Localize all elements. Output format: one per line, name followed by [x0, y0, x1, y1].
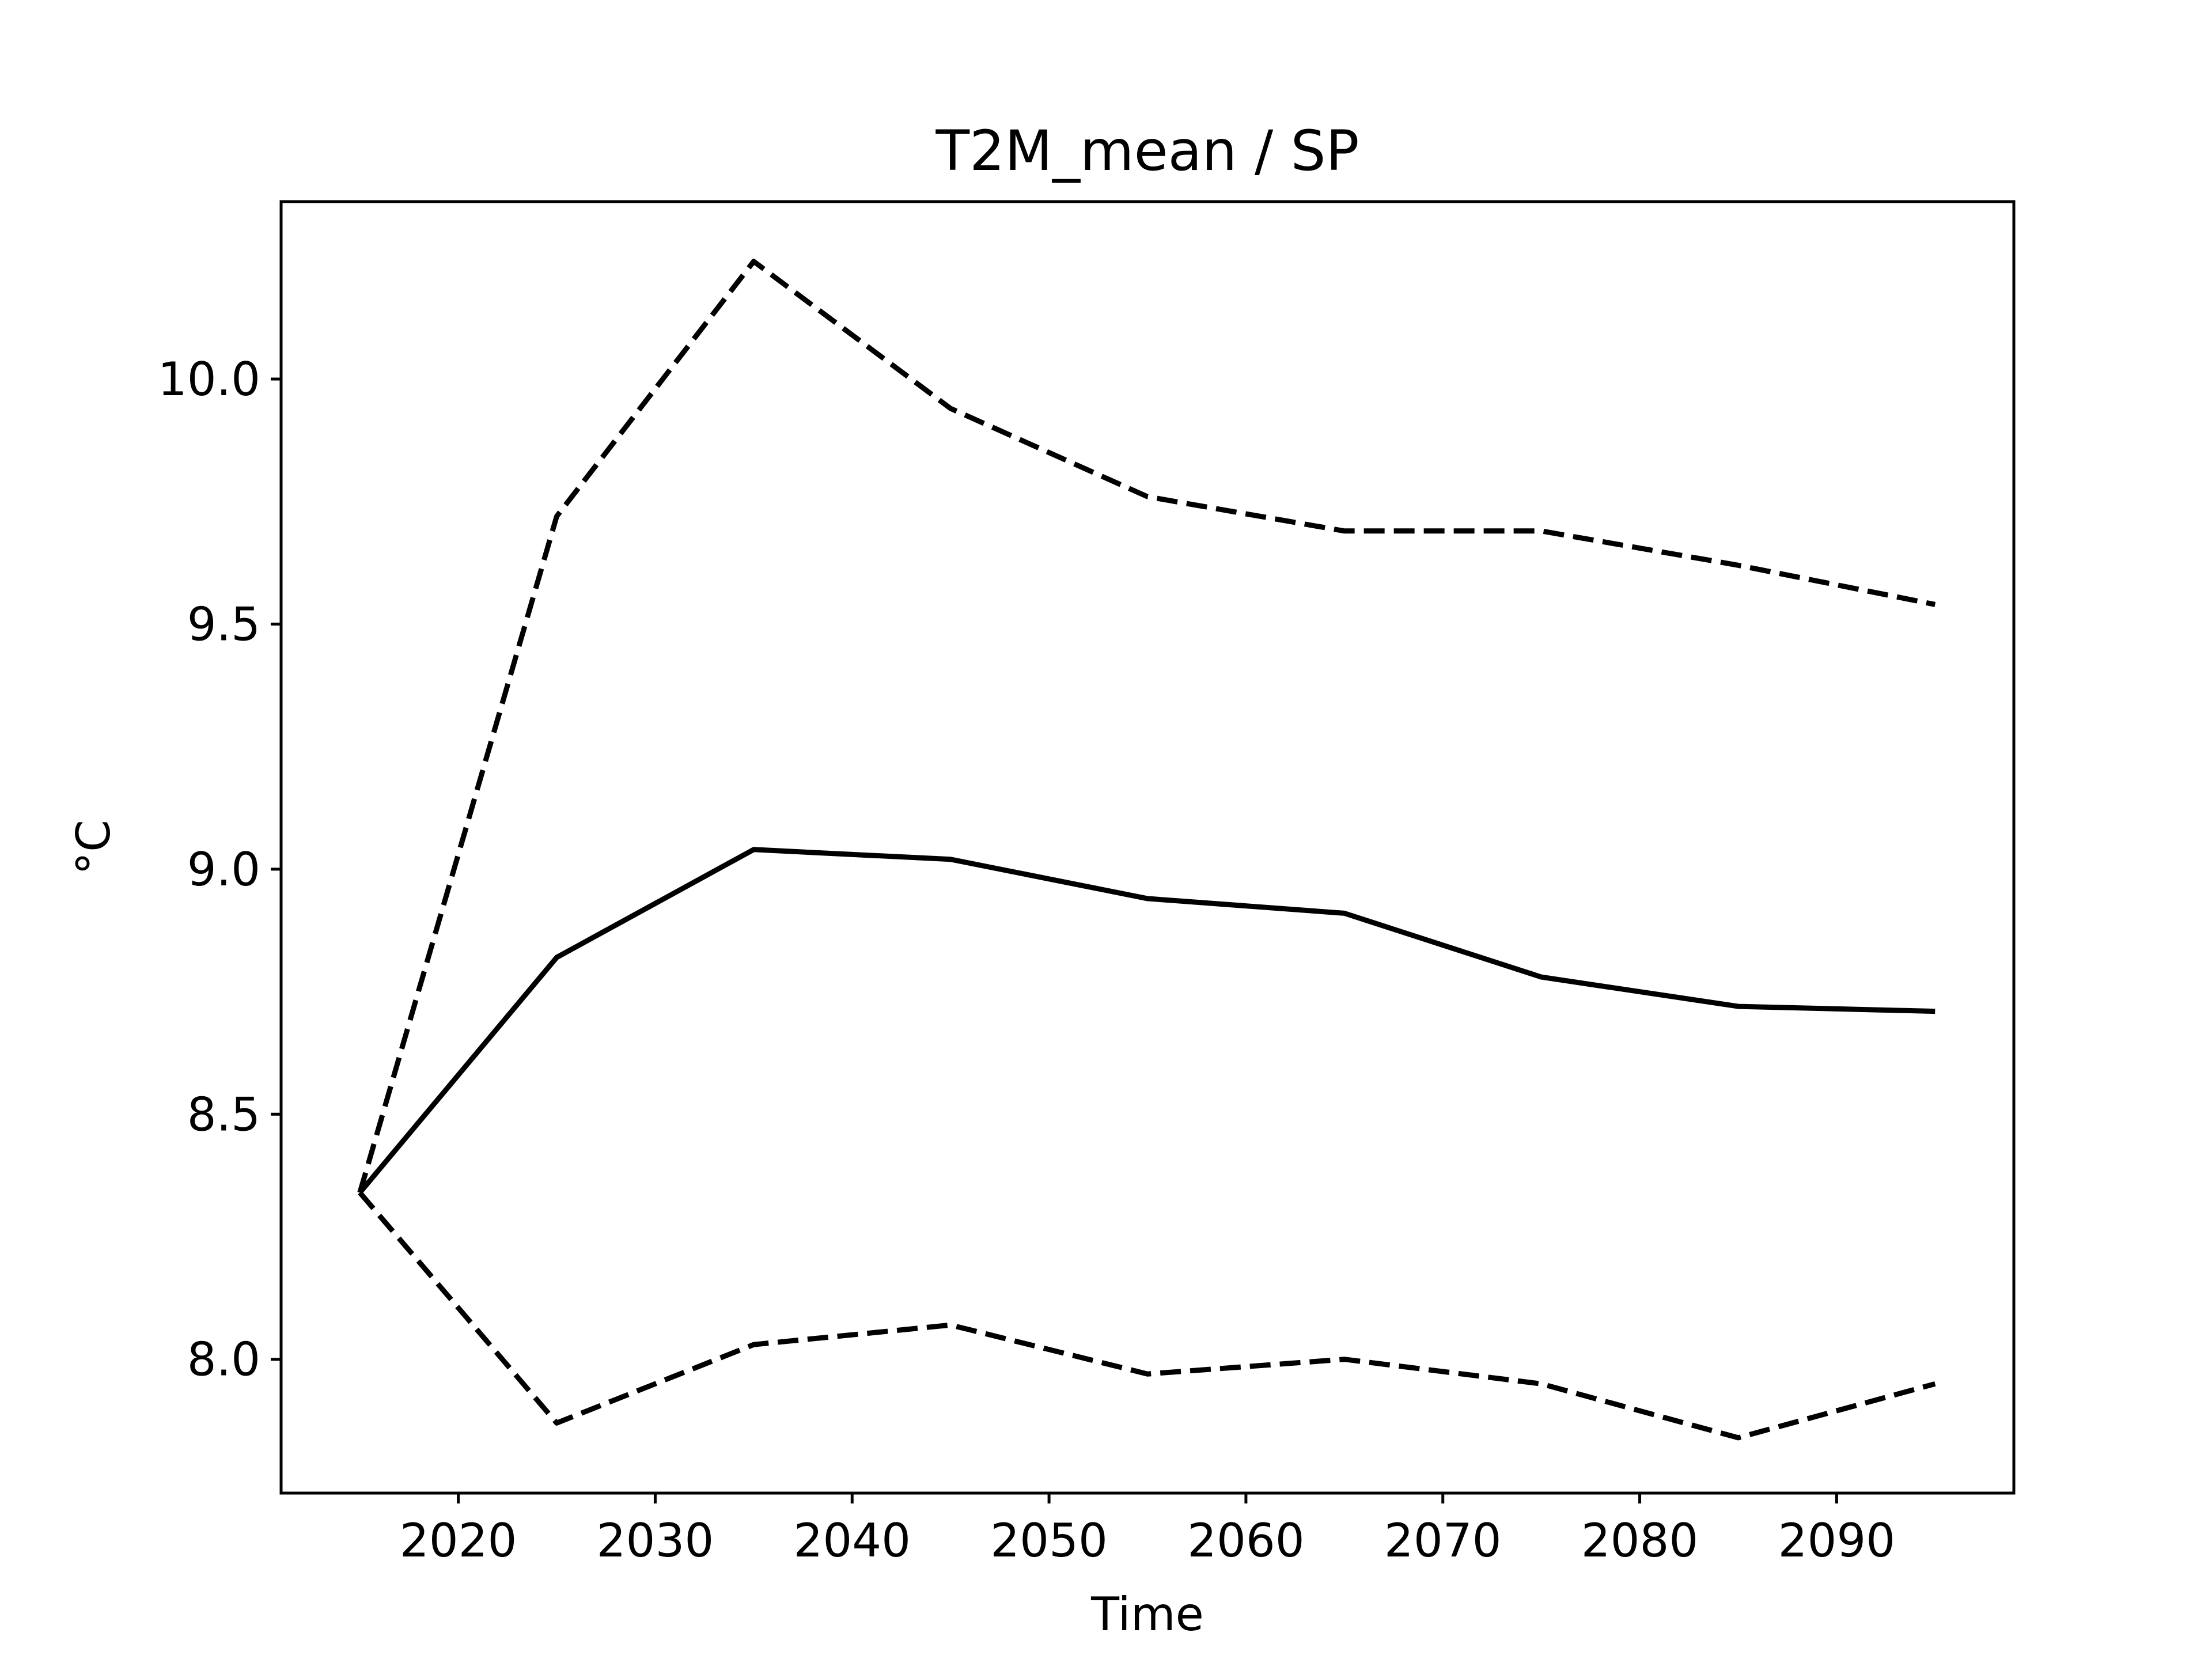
axes-frame [279, 200, 2016, 1495]
plot-area [357, 259, 1936, 1441]
x-tick-label: 2040 [793, 1514, 911, 1567]
y-tick-label: 8.5 [187, 1088, 260, 1141]
y-tick-label: 8.0 [187, 1333, 260, 1387]
x-tick-label: 2030 [597, 1514, 714, 1567]
upper-bound-line [357, 259, 1936, 1194]
y-axis-label: °C [67, 820, 120, 875]
mean-line [358, 847, 1936, 1195]
x-tick-label: 2080 [1581, 1514, 1699, 1567]
x-axis-label: Time [1090, 1588, 1204, 1641]
y-tick-label: 9.0 [187, 843, 260, 896]
x-tick-label: 2070 [1384, 1514, 1502, 1567]
y-axis: 8.0 8.5 9.0 9.5 10.0 [158, 353, 281, 1387]
chart-title: T2M_mean / SP [935, 119, 1359, 183]
x-tick-label: 2020 [400, 1514, 517, 1567]
x-tick-label: 2060 [1187, 1514, 1305, 1567]
x-tick-label: 2090 [1778, 1514, 1896, 1567]
y-tick-label: 9.5 [187, 597, 260, 651]
lower-bound-line [358, 1191, 1936, 1441]
y-tick-label: 10.0 [158, 353, 260, 406]
x-axis: 2020 2030 2040 2050 2060 2070 2080 2090 [400, 1493, 1895, 1567]
x-tick-label: 2050 [990, 1514, 1108, 1567]
